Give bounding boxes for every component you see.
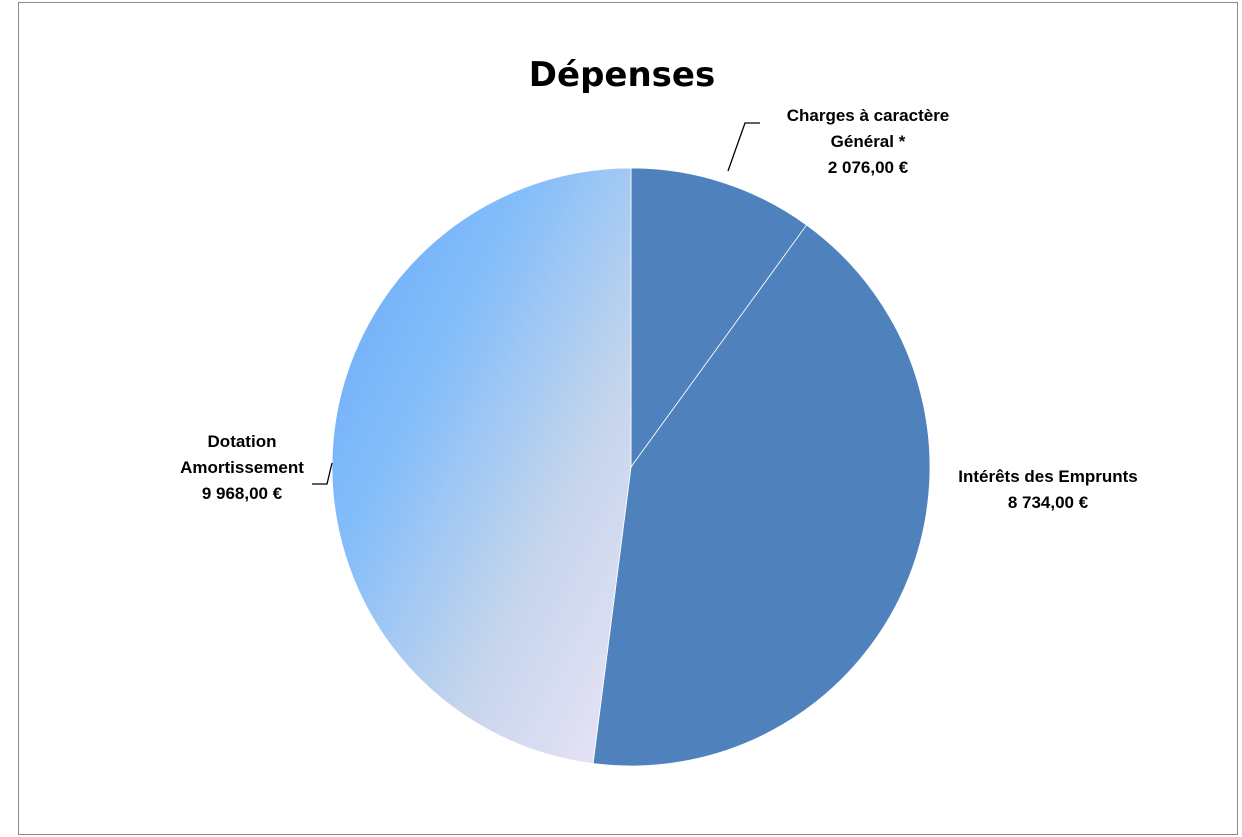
slice-3-name-label: Amortissement (180, 458, 304, 477)
slice-2-value-label: 8 734,00 € (1008, 493, 1089, 512)
slice-3-leader-line (312, 462, 333, 485)
slice-1-name-label: Général * (831, 132, 906, 151)
pie-slice-3 (331, 167, 632, 765)
slice-1-value-label: 2 076,00 € (828, 158, 909, 177)
slice-3-name-label: Dotation (208, 432, 277, 451)
slice-1-name-label: Charges à caractère (787, 106, 950, 125)
pie-slice-1 (630, 167, 808, 469)
chart-title: Dépenses (529, 55, 715, 95)
slice-1-leader-line (727, 122, 760, 172)
slice-2-name-label: Intérêts des Emprunts (958, 467, 1138, 486)
slice-3-value-label: 9 968,00 € (202, 484, 283, 503)
pie-slice-2 (592, 224, 931, 767)
